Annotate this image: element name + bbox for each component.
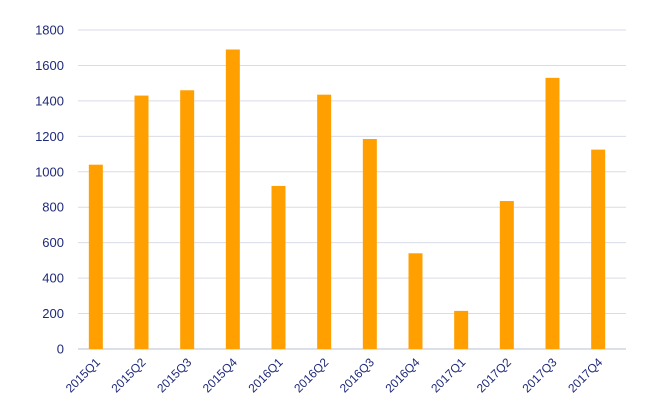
- bar-2015Q3: [180, 90, 195, 349]
- bar-2017Q4: [591, 149, 606, 349]
- x-tick-label: 2015Q1: [63, 355, 103, 395]
- gridlines: [78, 29, 626, 350]
- bar-2016Q3: [362, 138, 377, 349]
- y-tick-label: 0: [57, 342, 64, 357]
- x-tick-label: 2015Q3: [154, 355, 194, 395]
- y-tick-label: 200: [42, 306, 64, 321]
- bar-2015Q1: [88, 164, 103, 349]
- bar-2016Q4: [408, 253, 423, 349]
- y-tick-label: 1800: [35, 23, 64, 38]
- y-tick-label: 1200: [35, 129, 64, 144]
- y-tick-label: 1000: [35, 164, 64, 179]
- y-tick-label: 1400: [35, 93, 64, 108]
- x-tick-label: 2015Q2: [109, 355, 149, 395]
- x-tick-label: 2016Q3: [337, 355, 377, 395]
- x-axis: 2015Q1 2015Q2 2015Q3 2015Q4 2016Q1 2016Q2 2016…: [63, 355, 606, 395]
- x-tick-label: 2016Q2: [291, 355, 331, 395]
- x-tick-label: 2016Q4: [383, 355, 423, 395]
- bars: [88, 49, 606, 349]
- y-tick-label: 1600: [35, 58, 64, 73]
- x-tick-label: 2017Q2: [474, 355, 514, 395]
- y-tick-label: 600: [42, 235, 64, 250]
- bar-2017Q1: [454, 310, 469, 349]
- bar-2015Q2: [134, 95, 149, 349]
- bar-2016Q1: [271, 185, 286, 349]
- bar-2016Q2: [317, 94, 332, 349]
- x-tick-label: 2017Q3: [520, 355, 560, 395]
- y-axis: 0 200 400 600 800 1000 1200 1400 1600 1800: [35, 23, 64, 357]
- bar-2017Q2: [499, 201, 514, 349]
- bar-2015Q4: [225, 49, 240, 349]
- bar-2017Q3: [545, 77, 560, 349]
- y-tick-label: 400: [42, 271, 64, 286]
- y-tick-label: 800: [42, 200, 64, 215]
- x-tick-label: 2016Q1: [246, 355, 286, 395]
- x-tick-label: 2017Q4: [565, 355, 605, 395]
- x-tick-label: 2015Q4: [200, 355, 240, 395]
- x-tick-label: 2017Q1: [428, 355, 468, 395]
